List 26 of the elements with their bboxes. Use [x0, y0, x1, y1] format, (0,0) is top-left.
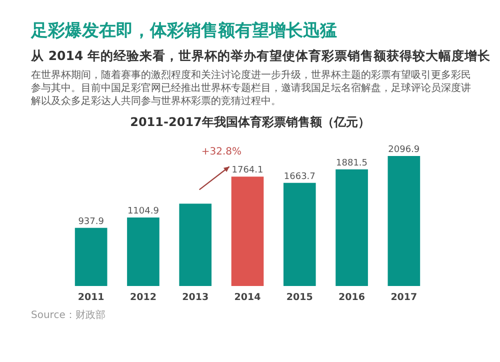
data-label: 1104.9: [127, 206, 160, 216]
data-label: 2096.9: [388, 145, 420, 155]
chart-title: 足彩爆发在即，体彩销售额有望增长迅猛: [30, 21, 337, 41]
bar: [179, 204, 212, 286]
source-note: Source：财政部: [31, 309, 106, 321]
data-label: 937.9: [78, 216, 104, 227]
bar: [283, 182, 316, 286]
text: 2011-2017年我国体育彩票销售额（亿元）: [130, 115, 370, 129]
annotation: +32.8%: [201, 146, 242, 158]
bar: [231, 176, 264, 286]
x-tick-label: 2016: [338, 292, 366, 303]
x-tick-label: 2013: [182, 292, 209, 303]
bar: [388, 156, 420, 286]
data-label: 1764.1: [232, 166, 264, 176]
data-label: 1881.5: [336, 158, 368, 168]
x-tick-label: 2017: [390, 292, 418, 303]
text: 在世界杯期间，随着赛事的激烈程度和关注讨论度进一步升级，世界杯主题的彩票有望吸引更多彩民参与其中。目前中国足彩官网已经推出世界杯专题栏目，邀请我国足坛名宿解盘，足球评论员深度讲解以及众多足彩达人共同参与世界杯彩票的竞猜过程中。: [31, 69, 471, 107]
bar: [336, 169, 368, 286]
data-label: 1663.7: [284, 172, 316, 182]
bar: [127, 218, 160, 286]
bar: [74, 228, 108, 286]
x-tick-label: 2012: [130, 292, 156, 303]
x-tick-label: 2015: [286, 292, 313, 303]
x-tick-label: 2011: [78, 292, 104, 303]
x-tick-label: 2014: [234, 292, 262, 303]
chart-subtitle: 从 2014 年的经验来看，世界杯的举办有望使体育彩票销售额获得较大幅度增长: [30, 48, 492, 63]
